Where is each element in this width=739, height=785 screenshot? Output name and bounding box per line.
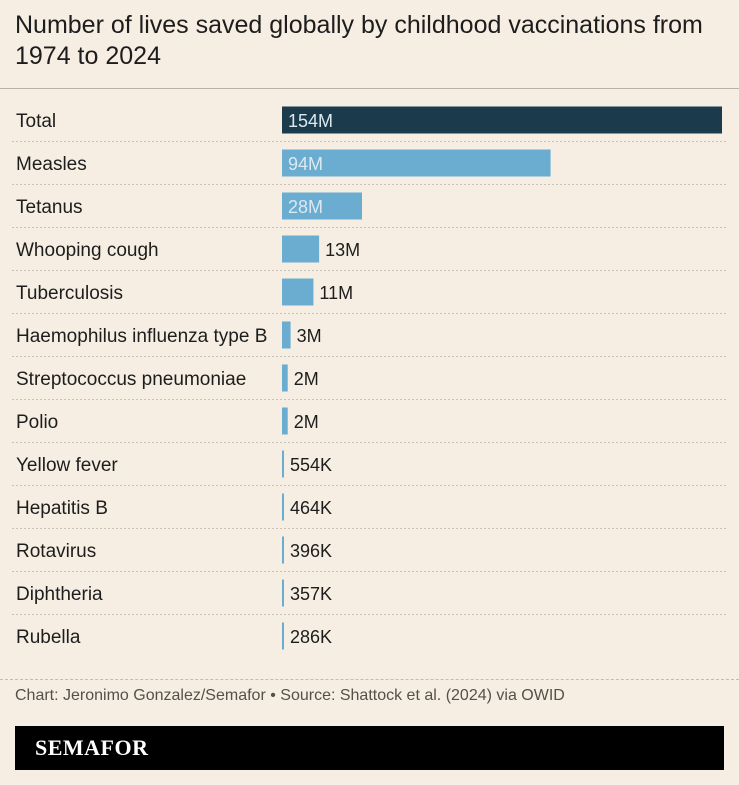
category-label: Rotavirus xyxy=(16,541,96,562)
category-label: Yellow fever xyxy=(16,455,118,476)
category-label: Tuberculosis xyxy=(16,283,123,304)
category-label: Polio xyxy=(16,412,58,433)
bar xyxy=(282,407,288,435)
value-label: 94M xyxy=(288,154,323,174)
value-label: 2M xyxy=(294,412,319,432)
value-label: 11M xyxy=(319,283,353,303)
top-divider xyxy=(0,88,739,89)
bar xyxy=(282,321,291,349)
category-label: Tetanus xyxy=(16,197,83,218)
bar xyxy=(282,192,362,220)
value-label: 396K xyxy=(290,541,332,561)
bar xyxy=(282,622,284,650)
value-label: 2M xyxy=(294,369,319,389)
category-label: Measles xyxy=(16,154,87,175)
category-label: Hepatitis B xyxy=(16,498,108,519)
bar xyxy=(282,235,320,263)
brand-logo: SEMAFOR xyxy=(35,735,149,760)
category-label: Streptococcus pneumoniae xyxy=(16,369,246,390)
category-label: Haemophilus influenza type B xyxy=(16,326,267,347)
value-label: 554K xyxy=(290,455,332,475)
bar xyxy=(282,579,284,607)
bar-chart: Total 154M Measles 94M Tetanus 28M Whooping co… xyxy=(12,106,727,650)
category-label: Total xyxy=(16,111,56,132)
bar xyxy=(282,149,551,177)
category-label: Diphtheria xyxy=(16,584,103,605)
bar xyxy=(282,493,284,521)
source-note: Chart: Jeronimo Gonzalez/Semafor • Sourc… xyxy=(15,687,565,704)
bar xyxy=(282,106,722,134)
value-label: 13M xyxy=(325,240,360,260)
chart-title: Number of lives saved globally by childh… xyxy=(15,11,703,70)
brand-bar: SEMAFOR xyxy=(15,726,724,770)
value-label: 357K xyxy=(290,584,332,604)
bar xyxy=(282,536,284,564)
value-label: 464K xyxy=(290,498,332,518)
value-label: 286K xyxy=(290,627,332,647)
bar xyxy=(282,450,284,478)
value-label: 28M xyxy=(288,197,323,217)
bottom-divider xyxy=(0,679,739,680)
bar xyxy=(282,278,314,306)
category-label: Whooping cough xyxy=(16,240,159,261)
bar xyxy=(282,364,288,392)
value-label: 154M xyxy=(288,111,333,131)
category-label: Rubella xyxy=(16,627,81,648)
value-label: 3M xyxy=(297,326,322,346)
